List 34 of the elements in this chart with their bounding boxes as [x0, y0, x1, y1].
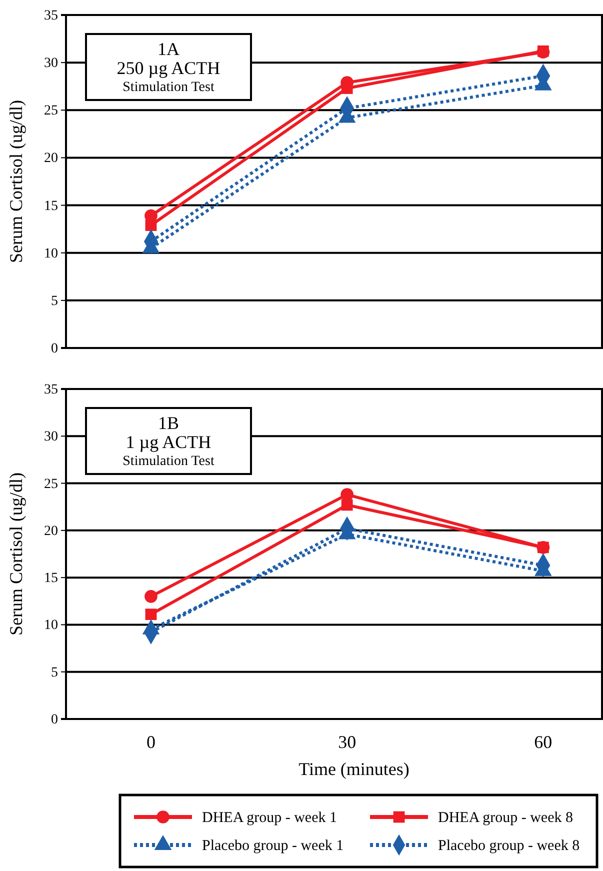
y-tick-label: 15 [44, 571, 58, 586]
y-tick-label: 25 [44, 476, 58, 492]
annotation: Stimulation Test [122, 454, 214, 469]
y-axis-title: Serum Cortisol (ug/dl) [6, 100, 26, 263]
y-tick-label: 0 [51, 712, 58, 728]
annotation: 1 µg ACTH [126, 432, 212, 452]
y-tick-label: 20 [44, 151, 58, 166]
annotation: Stimulation Test [122, 80, 214, 95]
y-tick-label: 30 [44, 56, 58, 72]
annotation: 250 µg ACTH [116, 58, 220, 78]
legend-label: Placebo group - week 8 [438, 838, 580, 854]
x-tick-label: 0 [146, 732, 156, 752]
text-box: 1A 250 µg ACTH Stimulation Test [85, 33, 252, 101]
y-tick-label: 15 [44, 198, 58, 214]
y-tick-label: 5 [51, 294, 58, 309]
y-tick-label: 35 [44, 382, 58, 398]
x-tick-label: 60 [534, 732, 552, 752]
x-axis-title: Time (minutes) [298, 759, 410, 779]
y-tick-label: 25 [44, 104, 58, 119]
legend-label: Placebo group - week 1 [202, 838, 344, 854]
text-box: 1B 1 µg ACTH Stimulation Test [85, 407, 252, 475]
annotation: 1B [158, 413, 180, 433]
legend-label: DHEA group - week 1 [202, 810, 337, 826]
y-tick-label: 35 [44, 8, 58, 24]
y-tick-label: 10 [44, 246, 58, 262]
x-tick-label: 30 [338, 732, 356, 752]
y-tick-label: 0 [51, 341, 58, 356]
y-tick-label: 20 [44, 524, 58, 539]
y-tick-label: 30 [44, 430, 58, 445]
y-tick-label: 5 [51, 665, 58, 680]
y-tick-label: 10 [44, 618, 58, 634]
legend-label: DHEA group - week 8 [438, 810, 573, 826]
annotation: 1A [158, 39, 180, 59]
y-axis-title: Serum Cortisol (ug/dl) [6, 472, 26, 636]
